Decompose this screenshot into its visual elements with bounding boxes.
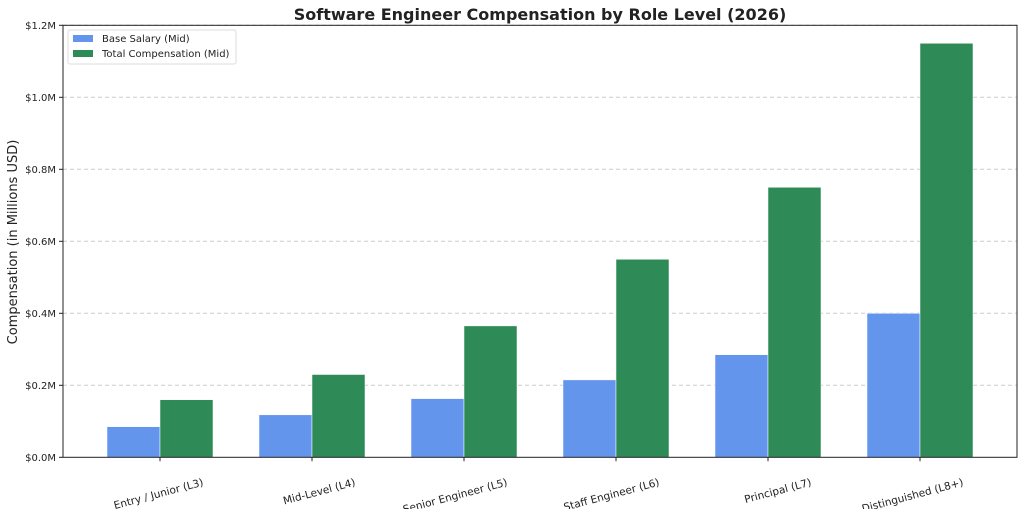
bar-total-compensation <box>311 374 366 458</box>
bar-base-salary <box>258 414 313 458</box>
x-tick-label: Principal (L7) <box>743 477 813 506</box>
legend-swatch-base <box>73 35 93 42</box>
x-tick-label: Distinguished (L8+) <box>861 477 965 509</box>
x-tick-label: Mid-Level (L4) <box>282 477 357 508</box>
bar-total-compensation <box>463 325 518 458</box>
y-tick-label: $0.2M <box>25 381 56 392</box>
legend: Base Salary (Mid) Total Compensation (Mi… <box>67 29 237 65</box>
x-tick-label: Entry / Junior (L3) <box>113 477 205 509</box>
legend-label-base: Base Salary (Mid) <box>102 34 190 45</box>
bar-total-compensation <box>919 43 974 458</box>
chart-title: Software Engineer Compensation by Role L… <box>294 5 787 24</box>
bar-base-salary <box>410 398 465 458</box>
y-tick-label: $0.8M <box>25 165 56 176</box>
y-tick-label: $1.0M <box>25 93 56 104</box>
bar-base-salary <box>714 354 769 458</box>
bar-base-salary <box>106 426 161 458</box>
y-tick-label: $0.0M <box>25 453 56 464</box>
legend-label-total: Total Compensation (Mid) <box>101 49 230 60</box>
y-tick-label: $0.6M <box>25 237 56 248</box>
bar-total-compensation <box>159 399 214 458</box>
bar-total-compensation <box>615 259 670 458</box>
bar-base-salary <box>562 379 617 458</box>
y-tick-label: $0.4M <box>25 309 56 320</box>
y-tick-label: $1.2M <box>25 21 56 32</box>
x-tick-label: Staff Engineer (L6) <box>562 477 660 509</box>
y-axis-label: Compensation (in Millions USD) <box>6 140 21 345</box>
bar-total-compensation <box>767 187 822 458</box>
bar-base-salary <box>866 313 921 458</box>
x-tick-label: Senior Engineer (L5) <box>402 477 509 509</box>
legend-swatch-total <box>73 50 93 57</box>
